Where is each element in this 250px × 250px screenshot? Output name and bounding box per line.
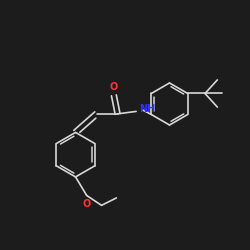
Text: O: O: [82, 199, 91, 209]
Text: O: O: [110, 82, 118, 92]
Text: NH: NH: [139, 104, 155, 115]
